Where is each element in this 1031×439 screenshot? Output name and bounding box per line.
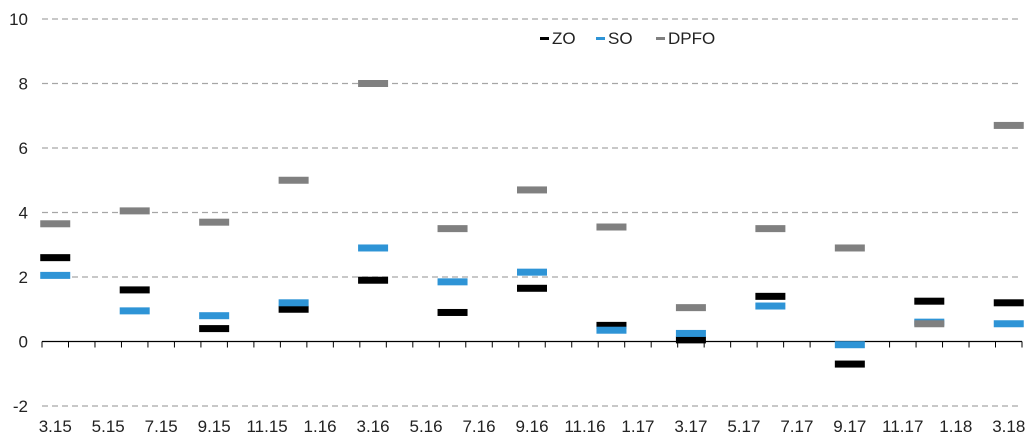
data-point-dpfo <box>914 320 945 328</box>
data-point-so <box>517 268 547 276</box>
x-tick-label: 1.16 <box>304 417 337 436</box>
data-point-dpfo <box>358 80 389 87</box>
data-point-so <box>437 278 468 286</box>
x-tick-label: 1.18 <box>939 417 972 436</box>
legend-label-zo: ZO <box>552 29 576 48</box>
data-point-dpfo <box>993 121 1024 129</box>
y-tick-label: 2 <box>19 268 28 287</box>
x-tick-label: 5.15 <box>92 417 125 436</box>
legend-label-dpfo: DPFO <box>668 29 715 48</box>
x-tick-labels: 3.15 5.15 7.15 9.15 11.15 1.16 3.16 5.16 7.16 9.1… <box>39 417 1026 436</box>
data-point-dpfo <box>675 304 706 312</box>
data-point-dpfo <box>755 225 786 233</box>
y-tick-label: 10 <box>9 10 28 29</box>
data-point-dpfo <box>119 207 150 215</box>
x-tick-label: 11.15 <box>246 417 287 436</box>
data-point-zo <box>199 325 230 333</box>
data-point-dpfo <box>517 186 547 194</box>
x-tick-label: 3.18 <box>992 417 1025 436</box>
data-point-zo <box>358 276 389 284</box>
data-point-dpfo <box>596 223 627 231</box>
data-point-zo <box>993 299 1024 307</box>
data-point-zo <box>834 360 865 368</box>
data-point-dpfo <box>199 218 230 226</box>
data-point-dpfo <box>834 244 865 252</box>
data-point-zo <box>40 254 71 262</box>
data-point-so <box>675 329 706 337</box>
legend-swatch-dpfo <box>656 37 665 40</box>
x-tick-label: 3.16 <box>357 417 390 436</box>
y-tick-label: 4 <box>19 204 28 223</box>
y-tick-label: -2 <box>13 397 28 416</box>
data-point-zo <box>596 321 627 329</box>
data-point-so <box>993 320 1024 328</box>
data-point-dpfo <box>278 176 309 184</box>
data-point-so <box>278 299 309 307</box>
y-tick-label: 8 <box>19 75 28 94</box>
axes <box>41 340 1023 348</box>
data-point-zo <box>278 305 309 313</box>
x-tick-label: 11.17 <box>882 417 923 436</box>
x-tick-label: 3.17 <box>674 417 707 436</box>
x-tick-label: 5.16 <box>410 417 443 436</box>
data-point-zo <box>675 336 706 344</box>
x-tick-label: 3.15 <box>39 417 72 436</box>
data-point-so <box>596 326 627 334</box>
data-point-dpfo <box>40 220 71 228</box>
gridlines <box>42 18 1022 407</box>
x-tick-label: 9.15 <box>198 417 231 436</box>
x-tick-label: 7.16 <box>462 417 495 436</box>
x-tick-label: 1.17 <box>621 417 654 436</box>
data-point-so <box>755 302 786 310</box>
data-point-zo <box>755 292 786 300</box>
x-tick-label: 11.16 <box>564 417 605 436</box>
data-point-so <box>199 312 230 320</box>
x-tick-label: 7.17 <box>780 417 813 436</box>
legend-label-so: SO <box>608 29 633 48</box>
data-point-zo <box>914 297 945 305</box>
data-point-so <box>358 244 389 252</box>
legend-swatch-so <box>596 37 605 40</box>
y-tick-labels: -2 0 2 4 6 8 10 <box>9 10 28 416</box>
x-tick-label: 9.17 <box>833 417 866 436</box>
data-point-so <box>40 271 71 279</box>
data-point-zo <box>119 286 150 294</box>
legend: ZO SO DPFO <box>540 29 715 48</box>
x-tick-label: 9.16 <box>515 417 548 436</box>
data-point-so <box>119 307 150 315</box>
x-tick-label: 7.15 <box>145 417 178 436</box>
y-tick-label: 6 <box>19 139 28 158</box>
data-point-dpfo <box>437 225 468 233</box>
data-point-so <box>834 341 865 349</box>
legend-swatch-zo <box>540 37 549 40</box>
data-point-zo <box>517 284 547 292</box>
data-marks <box>40 80 1024 368</box>
y-tick-label: 0 <box>19 333 28 352</box>
data-point-zo <box>437 308 468 316</box>
x-tick-label: 5.17 <box>727 417 760 436</box>
